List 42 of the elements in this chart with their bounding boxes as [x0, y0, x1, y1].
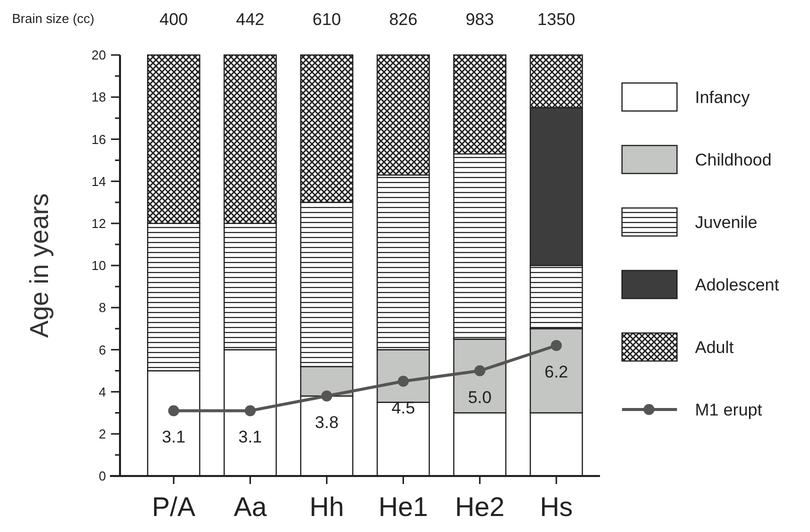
y-tick-label: 6 — [98, 342, 106, 358]
data-label: 3.8 — [314, 413, 339, 432]
y-tick-label: 12 — [92, 216, 106, 231]
data-label: 5.0 — [468, 388, 492, 407]
legend-label: M1 erupt — [695, 400, 762, 420]
point — [244, 405, 256, 416]
text: 442 — [236, 10, 264, 29]
text: 1350 — [537, 10, 576, 29]
data-label: 3.1 — [238, 428, 262, 447]
y-tick-label: 8 — [98, 300, 106, 316]
text: 400 — [159, 10, 188, 29]
y-tick-label: 18 — [92, 90, 106, 105]
x-tick-label: Aa — [234, 492, 268, 522]
point — [474, 365, 486, 376]
y-tick-label: 0 — [98, 468, 106, 484]
text: 610 — [312, 10, 341, 29]
legend-label: Adolescent — [695, 275, 780, 294]
x-tick-label: P/A — [152, 492, 196, 522]
y-tick-label: 10 — [92, 258, 106, 274]
y-tick-label: 20 — [92, 48, 106, 63]
legend-label: Juvenile — [695, 212, 758, 232]
point — [321, 390, 332, 402]
text: Brain size (cc) — [12, 11, 94, 26]
point — [398, 376, 409, 387]
point — [168, 405, 180, 416]
x-tick-label: He2 — [455, 492, 505, 522]
legend-label: Adult — [695, 338, 734, 357]
text: 983 — [466, 10, 494, 29]
y-tick-label: 16 — [92, 132, 106, 147]
y-tick-label: 14 — [92, 174, 106, 189]
x-tick-label: Hh — [309, 492, 344, 522]
x-tick-label: Hs — [540, 492, 573, 522]
y-tick-label: 4 — [98, 384, 106, 400]
y-axis-title: Age in years — [24, 193, 54, 338]
data-label: 6.2 — [544, 362, 568, 382]
legend-label: Childhood — [695, 150, 772, 170]
text: 826 — [389, 10, 418, 29]
legend-label: Infancy — [695, 88, 750, 107]
point — [550, 340, 562, 351]
y-tick-label: 2 — [98, 426, 106, 442]
data-label: 3.1 — [162, 428, 186, 447]
x-tick-label: He1 — [378, 492, 428, 522]
